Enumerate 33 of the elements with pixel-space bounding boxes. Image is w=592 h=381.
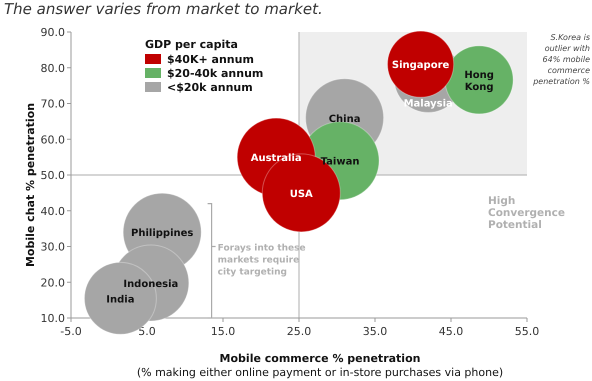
y-tick-label: 90.0 <box>40 26 65 39</box>
y-tick-label: 50.0 <box>40 169 65 182</box>
x-tick-label: 25.0 <box>286 325 312 338</box>
legend-label: $40K+ annum <box>167 53 254 66</box>
y-tick-label: 10.0 <box>40 312 65 325</box>
x-tick-label: 55.0 <box>514 325 540 338</box>
annotation: Australia <box>250 153 302 164</box>
legend-label: <$20k annum <box>167 81 253 94</box>
annotation: High Convergence Potential <box>488 195 565 231</box>
legend-title: GDP per capita <box>145 38 238 51</box>
y-tick-label: 20.0 <box>40 276 65 290</box>
text: S.Korea is outlier with 64% mobile commerce penetration % <box>532 33 590 86</box>
annotation: India <box>106 294 134 306</box>
y-axis-title: Mobile chat % penetration <box>24 102 37 268</box>
y-tick-label: 80.0 <box>40 62 65 75</box>
x-axis-title: Mobile commerce % penetration (% making either online payment or in-store purchases via phone) <box>136 352 504 379</box>
annotation: China <box>328 114 360 125</box>
annotation: Philippines <box>131 228 194 240</box>
x-tick-label: 45.0 <box>438 325 464 338</box>
y-tick-label: 30.0 <box>40 240 65 254</box>
y-tick-label: 70.0 <box>40 98 65 110</box>
annotation: Hong Kong <box>464 70 494 93</box>
x-tick-label: -5.0 <box>60 325 82 338</box>
annotation: USA <box>290 188 314 200</box>
chart-title: The answer varies from market to market. <box>4 0 323 18</box>
annotation: Singapore <box>392 60 450 72</box>
x-tick-label: 15.0 <box>210 325 236 338</box>
x-tick-label: 35.0 <box>362 325 388 338</box>
y-tick-label: 40.0 <box>40 204 65 218</box>
x-tick-label: 5.0 <box>138 325 156 338</box>
y-tick-label: 60.0 <box>40 133 65 146</box>
annotation: Indonesia <box>123 278 178 290</box>
legend-label: $20-40k annum <box>167 67 264 80</box>
